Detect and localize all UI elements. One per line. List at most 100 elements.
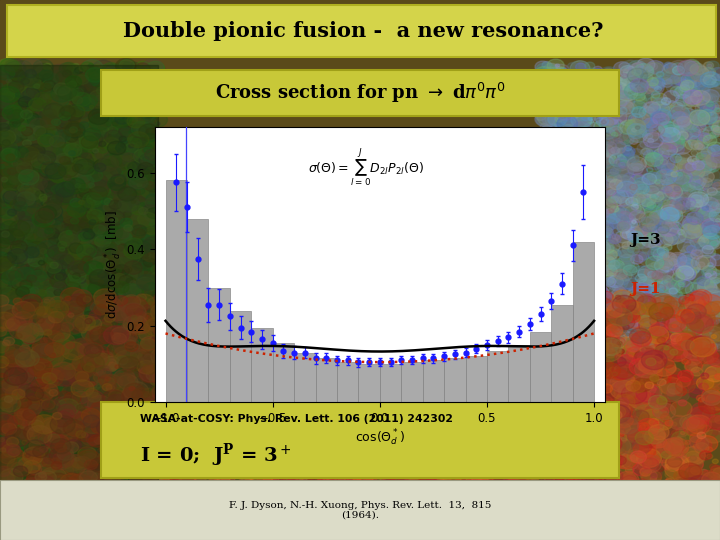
- Circle shape: [258, 407, 270, 417]
- Circle shape: [134, 408, 150, 420]
- Circle shape: [72, 158, 88, 170]
- Circle shape: [38, 181, 55, 193]
- Circle shape: [77, 311, 96, 325]
- Circle shape: [104, 368, 116, 377]
- Circle shape: [628, 416, 639, 424]
- Circle shape: [282, 341, 292, 349]
- Circle shape: [266, 306, 272, 310]
- Circle shape: [120, 449, 125, 453]
- Circle shape: [666, 365, 676, 373]
- Circle shape: [403, 448, 415, 457]
- Circle shape: [661, 481, 684, 498]
- Circle shape: [600, 110, 619, 124]
- Circle shape: [322, 475, 347, 494]
- Circle shape: [623, 201, 642, 215]
- Circle shape: [109, 332, 129, 347]
- Circle shape: [614, 310, 632, 324]
- Circle shape: [134, 423, 138, 426]
- Circle shape: [37, 151, 56, 165]
- Circle shape: [226, 333, 233, 338]
- Circle shape: [670, 484, 678, 490]
- Circle shape: [577, 271, 598, 286]
- Circle shape: [480, 333, 485, 337]
- Circle shape: [53, 83, 70, 95]
- Circle shape: [104, 465, 109, 469]
- Circle shape: [151, 70, 161, 77]
- Circle shape: [552, 207, 557, 211]
- Circle shape: [593, 231, 611, 244]
- Circle shape: [84, 200, 94, 208]
- Circle shape: [679, 311, 690, 320]
- Circle shape: [592, 98, 613, 113]
- Circle shape: [646, 486, 652, 490]
- Circle shape: [83, 366, 90, 371]
- Circle shape: [50, 468, 68, 481]
- Circle shape: [705, 107, 720, 123]
- Circle shape: [319, 465, 331, 474]
- Circle shape: [603, 150, 611, 157]
- Circle shape: [129, 475, 153, 494]
- Circle shape: [590, 475, 599, 482]
- Circle shape: [636, 237, 651, 248]
- Circle shape: [585, 261, 595, 268]
- Circle shape: [576, 342, 593, 355]
- Circle shape: [204, 364, 224, 379]
- Circle shape: [51, 367, 76, 386]
- Circle shape: [57, 212, 71, 222]
- Circle shape: [63, 217, 76, 226]
- Circle shape: [652, 306, 666, 316]
- Circle shape: [242, 365, 264, 381]
- Circle shape: [24, 194, 31, 200]
- Circle shape: [428, 320, 432, 323]
- Circle shape: [16, 432, 37, 447]
- Circle shape: [559, 248, 577, 262]
- Circle shape: [165, 487, 179, 497]
- Circle shape: [551, 124, 557, 128]
- Circle shape: [544, 448, 557, 457]
- Circle shape: [214, 460, 220, 465]
- Circle shape: [184, 373, 203, 387]
- Circle shape: [25, 433, 35, 440]
- Circle shape: [40, 230, 45, 234]
- Circle shape: [46, 416, 54, 421]
- Circle shape: [680, 260, 701, 275]
- Circle shape: [148, 446, 166, 460]
- Circle shape: [30, 225, 37, 231]
- Circle shape: [672, 324, 677, 328]
- Circle shape: [0, 230, 16, 244]
- Circle shape: [9, 221, 30, 236]
- Circle shape: [131, 473, 140, 481]
- Circle shape: [689, 291, 709, 307]
- Circle shape: [29, 193, 37, 199]
- Circle shape: [256, 428, 274, 442]
- Circle shape: [72, 428, 83, 436]
- Circle shape: [94, 353, 107, 363]
- Circle shape: [0, 256, 12, 271]
- Circle shape: [135, 63, 150, 75]
- Circle shape: [111, 153, 131, 167]
- Circle shape: [295, 313, 302, 319]
- Circle shape: [115, 113, 129, 124]
- Circle shape: [680, 339, 690, 347]
- Circle shape: [570, 60, 590, 76]
- Circle shape: [655, 339, 668, 348]
- Circle shape: [686, 333, 705, 347]
- Circle shape: [629, 332, 645, 344]
- Circle shape: [76, 372, 89, 381]
- Circle shape: [75, 319, 86, 327]
- Circle shape: [217, 476, 230, 485]
- Circle shape: [615, 235, 631, 247]
- Circle shape: [187, 427, 210, 443]
- Circle shape: [256, 381, 265, 388]
- Circle shape: [124, 225, 132, 232]
- Circle shape: [101, 447, 110, 454]
- Circle shape: [554, 344, 574, 358]
- Circle shape: [50, 408, 61, 417]
- Circle shape: [60, 429, 78, 443]
- Circle shape: [8, 281, 14, 286]
- Circle shape: [348, 374, 372, 391]
- Circle shape: [145, 395, 163, 409]
- Circle shape: [82, 256, 92, 264]
- Circle shape: [42, 162, 58, 174]
- Circle shape: [41, 83, 51, 91]
